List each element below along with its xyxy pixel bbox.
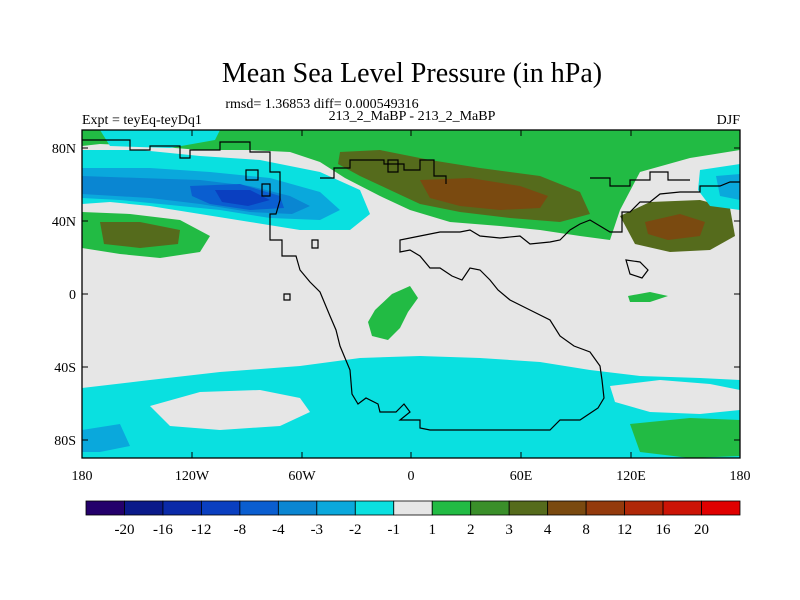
region-south-atlantic-neutral (610, 380, 740, 414)
colorbar-swatch (701, 500, 741, 516)
region-far-east-low-mid (716, 174, 740, 200)
region-southern-ocean-low-mid (82, 424, 130, 452)
y-tick-label: 80N (52, 142, 76, 157)
colorbar-label: -4 (272, 522, 285, 538)
colorbar-label: 16 (656, 522, 672, 538)
y-tick-label: 0 (69, 288, 76, 303)
colorbar-swatch (239, 500, 279, 516)
colorbar-swatch (277, 500, 318, 516)
colorbar-swatch (547, 500, 587, 516)
left-label: Expt = teyEq-teyDq1 (82, 113, 202, 128)
x-tick-label: 180 (730, 469, 751, 484)
region-north-pacific-west-core (645, 214, 705, 240)
x-tick-label: 120E (616, 469, 646, 484)
colorbar-label: -20 (114, 522, 134, 538)
colorbar-label: -3 (311, 522, 324, 538)
region-southern-ocean-positive (630, 418, 740, 458)
colorbar-swatch (201, 500, 241, 516)
x-tick-label: 60E (510, 469, 533, 484)
colorbar-label: 4 (544, 522, 552, 538)
region-north-pacific-low-center (215, 190, 270, 206)
coastlines (82, 139, 740, 431)
x-tick-label: 0 (408, 469, 415, 484)
colorbar-label: 8 (582, 522, 590, 538)
colorbar-label: -2 (349, 522, 362, 538)
colorbar-label: 20 (694, 522, 709, 538)
colorbar-swatch (585, 500, 625, 516)
region-tropical-indian-ocean-positive (368, 286, 418, 340)
colorbar-swatch (124, 500, 164, 516)
map-plot: 180 120W 60W 0 60E 120E 180 80N 40N 0 40… (52, 129, 751, 484)
colorbar-swatch (393, 500, 433, 516)
colorbar-swatch (470, 500, 510, 516)
right-label: DJF (717, 113, 741, 128)
y-tick-label: 80S (54, 434, 76, 449)
axis-ticks (81, 130, 741, 458)
y-tick-label: 40N (52, 215, 76, 230)
colorbar-label: 2 (467, 522, 475, 538)
region-eurasia-core-high (420, 178, 548, 210)
x-tick-label: 120W (175, 469, 210, 484)
region-west-pacific-positive (628, 292, 668, 302)
colorbar-label: 3 (505, 522, 513, 538)
colorbar-label: -16 (153, 522, 173, 538)
y-tick-label: 40S (54, 361, 76, 376)
region-south-pacific-neutral (150, 390, 310, 430)
colorbar-swatch (624, 500, 664, 516)
colorbar-label: -1 (388, 522, 401, 538)
colorbar-label: 1 (428, 522, 436, 538)
colorbar: -20 -16 -12 -8 -4 -3 -2 -1 1 2 3 4 8 12 16 20 (85, 500, 741, 538)
chart-title: Mean Sea Level Pressure (in hPa) (222, 58, 602, 89)
region-ne-pacific-core (100, 222, 180, 248)
colorbar-swatch (354, 500, 395, 516)
colorbar-swatch (431, 500, 472, 516)
x-tick-label: 60W (288, 469, 316, 484)
center-label: 213_2_MaBP - 213_2_MaBP (329, 109, 496, 124)
colorbar-swatch (316, 500, 356, 516)
stats-line: rmsd= 1.36853 diff= 0.000549316 (225, 97, 418, 112)
colorbar-label: -8 (234, 522, 247, 538)
colorbar-swatch (508, 500, 549, 516)
x-tick-label: 180 (72, 469, 93, 484)
colorbar-label: 12 (617, 522, 632, 538)
colorbar-swatch (162, 500, 202, 516)
region-southern-ocean-low (82, 356, 740, 458)
colorbar-swatch (662, 500, 702, 516)
colorbar-swatch (85, 500, 125, 516)
colorbar-label: -12 (191, 522, 211, 538)
